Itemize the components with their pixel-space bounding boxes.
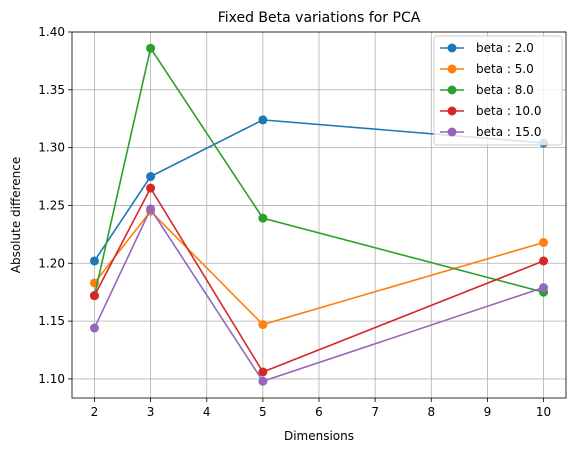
data-point bbox=[258, 376, 268, 386]
data-point bbox=[89, 256, 99, 266]
legend-box bbox=[433, 35, 563, 146]
y-tick-label: 1.20 bbox=[38, 256, 65, 270]
legend-item: beta : 2.0 bbox=[440, 41, 534, 55]
legend-item: beta : 10.0 bbox=[440, 104, 541, 118]
legend-label: beta : 8.0 bbox=[476, 83, 534, 97]
x-tick-label: 3 bbox=[147, 405, 155, 419]
data-point bbox=[146, 204, 156, 214]
data-point bbox=[146, 172, 156, 182]
data-point bbox=[146, 183, 156, 193]
legend-label: beta : 10.0 bbox=[476, 104, 541, 118]
x-tick-label: 8 bbox=[427, 405, 435, 419]
legend-marker bbox=[447, 43, 457, 53]
y-tick-label: 1.10 bbox=[38, 372, 65, 386]
data-point bbox=[258, 115, 268, 125]
x-tick-label: 7 bbox=[371, 405, 379, 419]
y-tick-label: 1.35 bbox=[38, 83, 65, 97]
series-line bbox=[93, 210, 544, 326]
chart-title: Fixed Beta variations for PCA bbox=[218, 10, 421, 26]
series-4 bbox=[89, 204, 549, 386]
legend-item: beta : 5.0 bbox=[440, 62, 534, 76]
y-tick-label: 1.40 bbox=[38, 25, 65, 39]
x-axis-label: Dimensions bbox=[284, 429, 354, 443]
legend: beta : 2.0 beta : 5.0 beta : 8.0 beta : 10.… bbox=[433, 35, 563, 146]
legend-item: beta : 15.0 bbox=[440, 125, 541, 139]
data-point bbox=[146, 43, 156, 53]
series-line bbox=[93, 186, 544, 373]
legend-label: beta : 15.0 bbox=[476, 125, 541, 139]
data-point bbox=[539, 256, 549, 266]
legend-marker bbox=[447, 64, 457, 74]
legend-marker bbox=[447, 85, 457, 95]
x-tick-label: 2 bbox=[91, 405, 99, 419]
legend-marker bbox=[447, 106, 457, 116]
legend-item: beta : 8.0 bbox=[440, 83, 534, 97]
data-point bbox=[539, 283, 549, 293]
data-point bbox=[89, 291, 99, 301]
x-tick-label: 6 bbox=[315, 405, 323, 419]
y-tick-label: 1.15 bbox=[38, 314, 65, 328]
series-line bbox=[93, 207, 544, 383]
series-3 bbox=[89, 183, 549, 377]
data-point bbox=[258, 367, 268, 377]
axis-ticks: 2 3 4 5 6 7 8 9 10 1.10 1.15 1.20 1.25 1.30 1.35 1.40 bbox=[38, 25, 551, 419]
data-point bbox=[539, 237, 549, 247]
legend-marker bbox=[447, 127, 457, 137]
series-layer bbox=[89, 43, 549, 386]
legend-label: beta : 5.0 bbox=[476, 62, 534, 76]
data-point bbox=[258, 320, 268, 330]
series-line bbox=[93, 119, 544, 262]
data-point bbox=[89, 323, 99, 333]
x-tick-label: 5 bbox=[259, 405, 267, 419]
x-tick-label: 9 bbox=[484, 405, 492, 419]
series-line bbox=[93, 46, 544, 296]
y-axis-label: Absolute difference bbox=[9, 157, 23, 274]
legend-label: beta : 2.0 bbox=[476, 41, 534, 55]
x-tick-label: 10 bbox=[536, 405, 551, 419]
y-tick-label: 1.30 bbox=[38, 141, 65, 155]
data-point bbox=[258, 213, 268, 223]
y-tick-label: 1.25 bbox=[38, 198, 65, 212]
x-tick-label: 4 bbox=[203, 405, 211, 419]
